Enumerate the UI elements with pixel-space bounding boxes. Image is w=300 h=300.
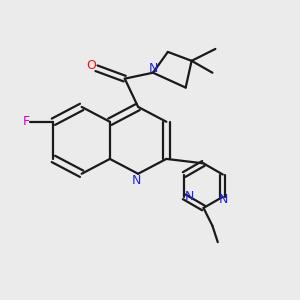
Text: N: N (149, 62, 159, 75)
Text: N: N (184, 190, 194, 203)
Text: O: O (86, 59, 96, 72)
Text: N: N (132, 174, 141, 187)
Text: F: F (22, 115, 30, 128)
Text: N: N (219, 193, 228, 206)
